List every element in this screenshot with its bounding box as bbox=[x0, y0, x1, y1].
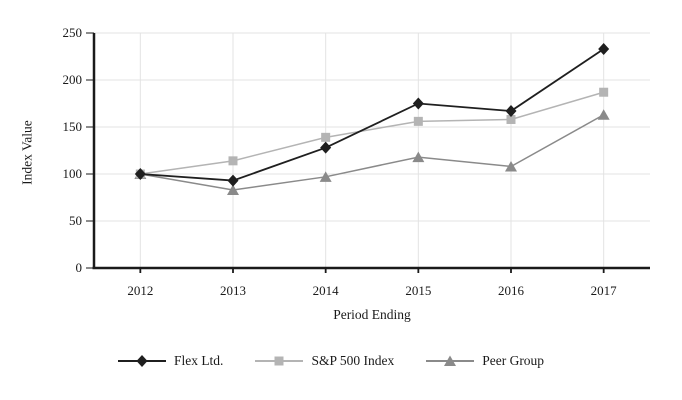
x-axis-title: Period Ending bbox=[333, 307, 411, 322]
data-point-2013 bbox=[228, 156, 238, 166]
legend: Flex Ltd. S&P 500 Index Peer Group bbox=[0, 353, 662, 369]
data-point-2015 bbox=[412, 151, 425, 163]
triangle-legend-swatch bbox=[426, 355, 475, 366]
data-point-2017 bbox=[599, 87, 609, 97]
y-tick-label: 150 bbox=[62, 119, 83, 134]
x-tick-label: 2014 bbox=[312, 283, 339, 298]
data-point-2012 bbox=[134, 168, 146, 180]
data-point-2014 bbox=[319, 171, 332, 182]
data-point-2015 bbox=[412, 97, 424, 110]
y-tick-label: 100 bbox=[62, 166, 83, 181]
diamond-legend-swatch bbox=[117, 355, 166, 367]
data-point-2013 bbox=[227, 184, 239, 195]
y-tick-label: 250 bbox=[62, 25, 83, 40]
legend-label: S&P 500 Index bbox=[311, 353, 395, 368]
y-tick-label: 50 bbox=[69, 213, 82, 228]
data-point-2014 bbox=[321, 132, 331, 142]
legend-item-flex-ltd-: Flex Ltd. bbox=[117, 353, 224, 369]
x-tick-label: 2017 bbox=[590, 283, 617, 298]
y-tick-label: 0 bbox=[75, 260, 83, 275]
legend-item-s-p-500-index: S&P 500 Index bbox=[255, 353, 394, 369]
data-point-2013 bbox=[227, 174, 239, 187]
data-point-2016 bbox=[505, 160, 517, 172]
x-tick-label: 2015 bbox=[405, 283, 432, 298]
legend-label: Peer Group bbox=[482, 353, 545, 368]
data-point-2017 bbox=[598, 42, 610, 55]
data-point-2015 bbox=[413, 116, 423, 126]
y-axis-title: Index Value bbox=[19, 120, 35, 185]
x-tick-label: 2016 bbox=[498, 283, 524, 298]
legend-label: Flex Ltd. bbox=[173, 353, 224, 368]
series-line-peer-group bbox=[140, 114, 605, 191]
diamond-icon bbox=[136, 355, 148, 367]
data-point-2016 bbox=[505, 105, 517, 118]
square-legend-swatch bbox=[255, 356, 304, 366]
x-tick-label: 2013 bbox=[220, 283, 246, 298]
x-tick-label: 2012 bbox=[127, 283, 154, 298]
square-icon bbox=[274, 356, 284, 366]
series-line-s-p-500-index bbox=[140, 91, 604, 175]
legend-item-peer-group: Peer Group bbox=[426, 353, 544, 369]
data-point-2016 bbox=[506, 114, 516, 124]
triangle-icon bbox=[444, 355, 457, 366]
data-point-2017 bbox=[597, 109, 610, 120]
series-line-flex-ltd- bbox=[140, 48, 605, 182]
data-point-2014 bbox=[320, 141, 332, 154]
y-tick-label: 200 bbox=[62, 72, 83, 87]
